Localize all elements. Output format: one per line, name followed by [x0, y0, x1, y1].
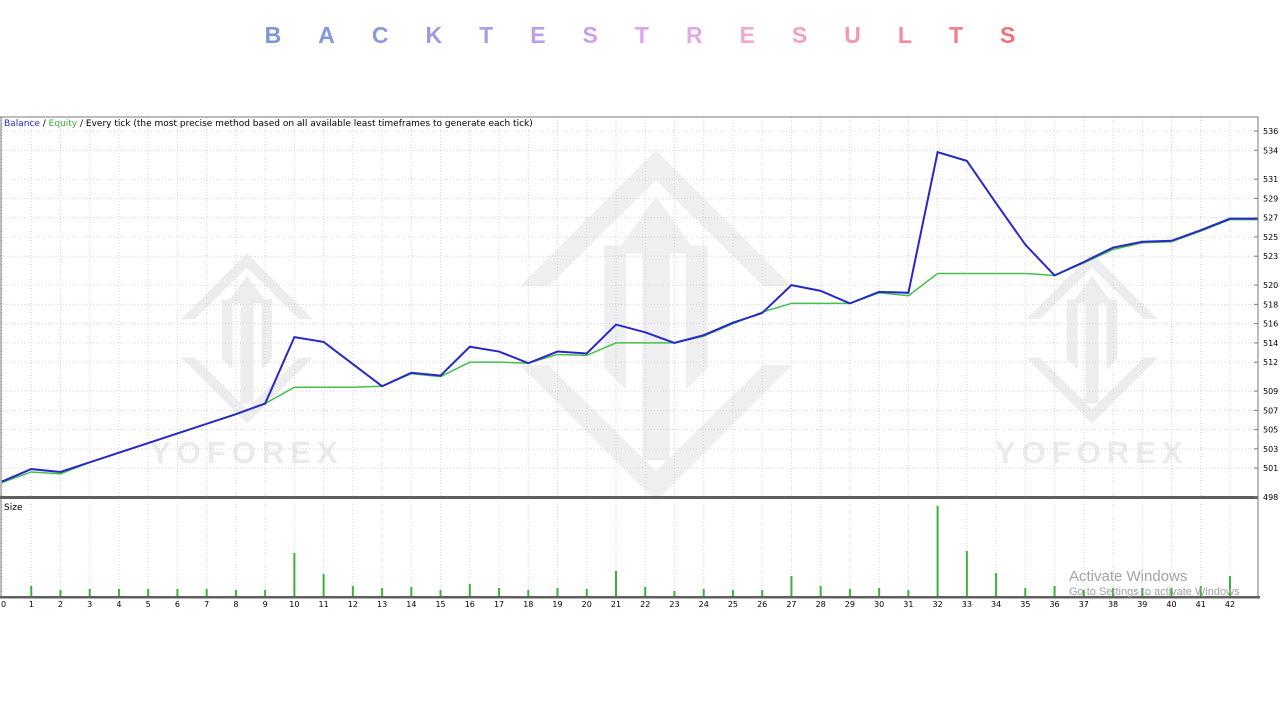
- activate-windows-line2: Go to Settings to activate Windows: [1069, 586, 1240, 598]
- title-letter: T: [634, 22, 649, 48]
- yoforex-watermark-text: YOFOREX: [150, 435, 344, 470]
- x-axis-label: 18: [523, 600, 533, 609]
- x-axis-label: 25: [728, 600, 738, 609]
- legend-sep: /: [77, 119, 86, 129]
- x-axis-label: 4: [116, 600, 121, 609]
- x-axis-label: 1: [29, 600, 34, 609]
- x-axis-label: 29: [845, 600, 855, 609]
- x-axis-label: 20: [582, 600, 592, 609]
- title-letter: T: [479, 22, 494, 48]
- title-letter: R: [685, 22, 703, 48]
- x-axis-label: 42: [1225, 600, 1235, 609]
- title-letter: L: [897, 22, 912, 48]
- title-letter: E: [739, 22, 755, 48]
- title-letter: B: [264, 22, 282, 48]
- title-letter: S: [582, 22, 598, 48]
- legend-balance: Balance: [4, 119, 40, 129]
- title-letter: U: [844, 22, 861, 48]
- title-letter: A: [318, 22, 335, 48]
- x-axis-label: 10: [289, 600, 299, 609]
- legend-sep: /: [39, 119, 49, 129]
- y-axis-label: 498: [1263, 493, 1278, 502]
- x-axis-label: 31: [903, 600, 913, 609]
- x-axis-label: 3: [87, 600, 92, 609]
- y-axis-label: 518: [1263, 300, 1278, 309]
- yoforex-watermark-left: YOFOREX: [150, 253, 344, 471]
- y-axis-label: 516: [1263, 320, 1278, 329]
- y-axis-label: 503: [1263, 445, 1278, 454]
- x-axis-label: 9: [263, 600, 268, 609]
- activate-windows-watermark: Activate Windows Go to Settings to activ…: [1069, 568, 1240, 599]
- x-axis-label: 2: [58, 600, 63, 609]
- x-axis-label: 0: [1, 600, 6, 609]
- x-axis-label: 14: [406, 600, 416, 609]
- legend-method: Every tick (the most precise method base…: [85, 119, 533, 129]
- size-panel-label: Size: [4, 503, 23, 513]
- x-axis-label: 16: [465, 600, 475, 609]
- y-axis-label: 529: [1263, 194, 1278, 203]
- x-axis-label: 24: [699, 600, 709, 609]
- title-letter: C: [371, 22, 389, 48]
- x-axis-label: 41: [1196, 600, 1206, 609]
- x-axis-label: 23: [669, 600, 679, 609]
- legend-equity: Equity: [48, 119, 78, 129]
- panel-separator: [0, 496, 1258, 499]
- title-letter: K: [425, 22, 443, 48]
- y-axis-label: 505: [1263, 426, 1278, 435]
- backtest-chart: 5365345315295275255235205185165145125095…: [0, 116, 1278, 609]
- x-axis-label: 13: [377, 600, 387, 609]
- x-axis-label: 8: [233, 600, 238, 609]
- x-axis-label: 37: [1079, 600, 1089, 609]
- y-axis-label: 534: [1263, 146, 1278, 155]
- x-axis-label: 5: [146, 600, 151, 609]
- y-axis-label: 512: [1263, 358, 1278, 367]
- x-axis-label: 30: [874, 600, 884, 609]
- x-axis-label: 19: [552, 600, 562, 609]
- x-axis-label: 38: [1108, 600, 1118, 609]
- x-axis-label: 35: [1020, 600, 1030, 609]
- y-axis-label: 501: [1263, 464, 1278, 473]
- y-axis-label: 536: [1263, 127, 1278, 136]
- title-letter: S: [1000, 22, 1016, 48]
- title-letter: S: [791, 22, 808, 48]
- y-axis-label: 509: [1263, 387, 1278, 396]
- x-axis-label: 39: [1137, 600, 1147, 609]
- y-axis-label: 507: [1263, 406, 1278, 415]
- y-axis-label: 523: [1263, 252, 1278, 261]
- x-axis-label: 6: [175, 600, 180, 609]
- x-axis-label: 40: [1166, 600, 1176, 609]
- activate-windows-line1: Activate Windows: [1069, 568, 1188, 585]
- x-axis-label: 36: [1049, 600, 1059, 609]
- y-axis-label: 525: [1263, 233, 1278, 242]
- x-axis-label: 32: [933, 600, 943, 609]
- x-axis-label: 26: [757, 600, 767, 609]
- x-axis-label: 21: [611, 600, 621, 609]
- chart-region: YOFOREX YOFOREX 536 534 531 529 527 525 523 520…: [0, 115, 1280, 615]
- x-axis-label: 34: [991, 600, 1001, 609]
- x-axis-label: 28: [816, 600, 826, 609]
- x-axis-label: 15: [435, 600, 445, 609]
- x-axis-label: 33: [962, 600, 972, 609]
- x-axis-line: [0, 596, 1260, 599]
- x-axis-label: 27: [786, 600, 796, 609]
- y-axis-label: 527: [1263, 214, 1278, 223]
- x-axis-label: 22: [640, 600, 650, 609]
- balance-line: [1, 150, 1258, 483]
- title-letter: E: [530, 22, 546, 48]
- yoforex-watermark-text: YOFOREX: [995, 435, 1189, 470]
- title-letter: T: [948, 22, 964, 48]
- chart-legend: Balance / Equity / Every tick (the most …: [4, 119, 533, 129]
- y-axis-label: 514: [1263, 339, 1278, 348]
- yoforex-watermark-right: YOFOREX: [995, 253, 1189, 471]
- x-axis-label: 7: [204, 600, 209, 609]
- x-axis-label: 11: [319, 600, 329, 609]
- equity-line: [1, 218, 1258, 484]
- y-axis-label: 520: [1263, 281, 1278, 290]
- y-axis-label: 531: [1263, 175, 1278, 184]
- x-axis-label: 12: [348, 600, 358, 609]
- x-axis-label: 17: [494, 600, 504, 609]
